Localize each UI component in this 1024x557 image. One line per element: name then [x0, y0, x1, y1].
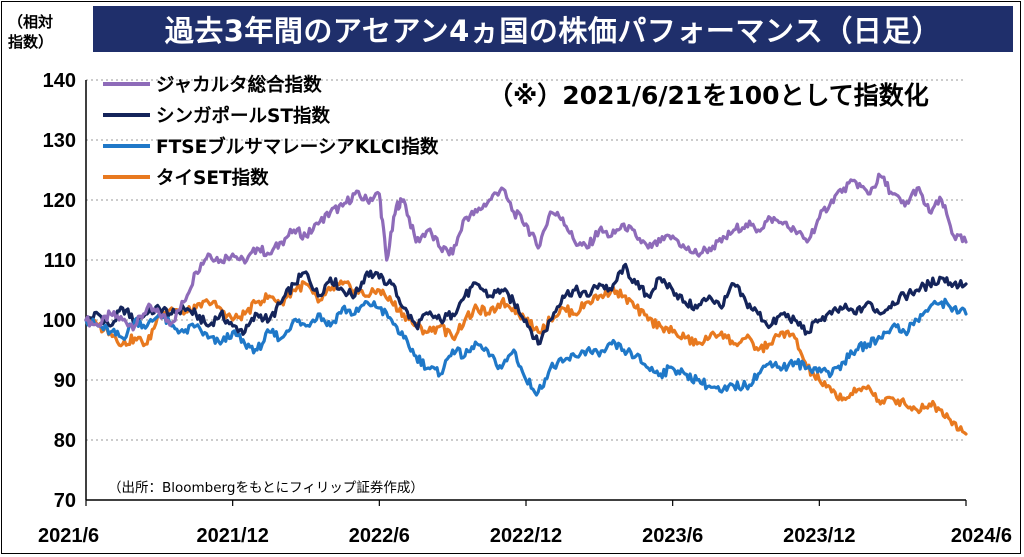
source-note: （出所：Bloombergをもとにフィリップ証券作成） — [108, 480, 424, 496]
x-tick-label: 2021/6 — [38, 525, 99, 547]
legend-label: タイSET指数 — [156, 167, 269, 189]
series-line — [84, 262, 968, 346]
y-tick-label: 120 — [43, 190, 76, 212]
legend-label: ジャカルタ総合指数 — [156, 74, 322, 96]
y-tick-labels: 140 130 120 110 100 90 80 70 — [43, 70, 76, 512]
base-date-note: （※）2021/6/21を100として指数化 — [488, 81, 929, 110]
y-tick-label: 70 — [54, 490, 76, 512]
x-tick-label: 2023/6 — [642, 525, 703, 547]
y-tick-label: 110 — [44, 250, 76, 272]
x-tick-label: 2022/12 — [490, 525, 562, 547]
legend-label: シンガポールST指数 — [156, 105, 330, 127]
x-tick-label: 2021/12 — [197, 525, 269, 547]
series-line — [84, 297, 968, 397]
y-tick-label: 90 — [54, 370, 76, 392]
x-tick-label: 2023/12 — [783, 525, 855, 547]
y-axis-label-line-2: 指数） — [8, 33, 54, 51]
y-axis-label: （相対 指数） — [8, 12, 53, 52]
series-line — [84, 279, 968, 436]
y-axis-label-line-1: （相対 — [8, 13, 54, 31]
legend-label: FTSEブルサマレーシアKLCI指数 — [156, 136, 439, 158]
x-tick-label: 2024/6 — [951, 525, 1012, 547]
series-lines — [84, 172, 968, 436]
chart-title: 過去3年間のアセアン4ヵ国の株価パフォーマンス（日足） — [93, 6, 1013, 52]
x-tick-label: 2022/6 — [349, 525, 410, 547]
y-tick-label: 100 — [43, 310, 76, 332]
y-tick-label: 80 — [54, 430, 76, 452]
y-tick-label: 130 — [43, 130, 76, 152]
y-tick-label: 140 — [43, 70, 76, 92]
x-tick-labels: 2021/6 2021/12 2022/6 2022/12 2023/6 2023/12 2… — [38, 500, 1012, 547]
series-line — [84, 172, 968, 332]
